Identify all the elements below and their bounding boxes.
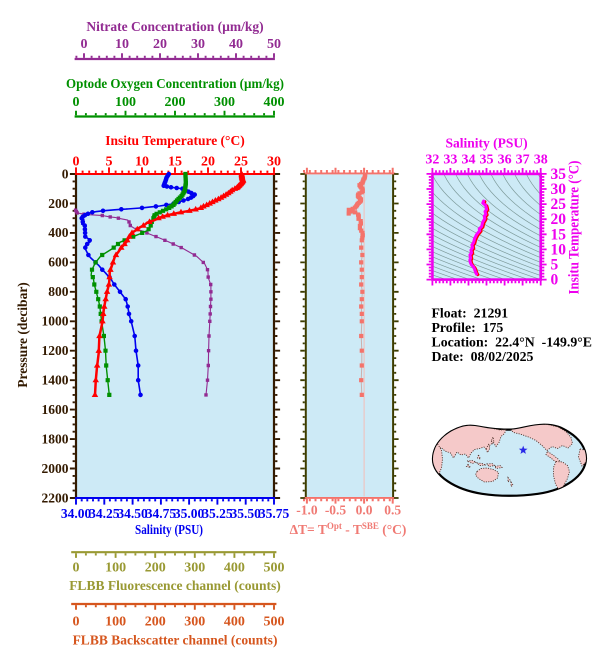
svg-text:35: 35	[480, 153, 494, 168]
svg-text:400: 400	[224, 615, 245, 630]
svg-text:20: 20	[201, 155, 215, 170]
svg-text:Nitrate Concentration (µm/kg): Nitrate Concentration (µm/kg)	[86, 19, 263, 34]
svg-text:-0.5: -0.5	[325, 503, 347, 518]
svg-text:30: 30	[191, 37, 205, 52]
svg-text:34.00: 34.00	[61, 506, 92, 521]
svg-text:Insitu Temperature (°C): Insitu Temperature (°C)	[105, 133, 244, 148]
svg-text:Location: 22.4°N -149.9°E: Location: 22.4°N -149.9°E	[432, 334, 593, 349]
svg-text:30: 30	[267, 155, 281, 170]
svg-text:1400: 1400	[42, 373, 69, 388]
svg-text:200: 200	[145, 561, 166, 576]
svg-text:0: 0	[81, 37, 88, 52]
svg-text:600: 600	[48, 255, 69, 270]
svg-text:Insitu Temperature (°C): Insitu Temperature (°C)	[567, 161, 583, 295]
svg-text:1600: 1600	[42, 402, 69, 417]
svg-text:200: 200	[145, 615, 166, 630]
svg-text:500: 500	[264, 615, 285, 630]
svg-text:5: 5	[551, 257, 559, 274]
svg-text:35.75: 35.75	[259, 506, 290, 521]
svg-text:-1.0: -1.0	[296, 503, 318, 518]
svg-text:Salinity (PSU): Salinity (PSU)	[446, 136, 528, 151]
svg-text:300: 300	[214, 95, 235, 110]
svg-text:300: 300	[184, 615, 205, 630]
svg-text:Float: 21291: Float: 21291	[432, 306, 509, 321]
svg-text:32: 32	[425, 153, 439, 168]
svg-text:0: 0	[62, 166, 69, 181]
svg-text:36: 36	[498, 153, 512, 168]
svg-text:1800: 1800	[42, 431, 69, 446]
svg-text:33: 33	[443, 153, 457, 168]
svg-text:400: 400	[264, 95, 285, 110]
svg-text:Salinity (PSU): Salinity (PSU)	[135, 522, 203, 537]
svg-text:400: 400	[48, 225, 69, 240]
svg-text:25: 25	[551, 196, 567, 213]
svg-text:Pressure (decibar): Pressure (decibar)	[15, 282, 30, 388]
svg-text:300: 300	[184, 561, 205, 576]
svg-text:2200: 2200	[42, 490, 69, 505]
svg-text:100: 100	[115, 95, 136, 110]
svg-text:20: 20	[153, 37, 167, 52]
svg-text:ΔT= TOpt - TSBE (°C): ΔT= TOpt - TSBE (°C)	[290, 521, 407, 537]
svg-text:0.5: 0.5	[384, 503, 401, 518]
svg-text:100: 100	[105, 561, 126, 576]
svg-text:400: 400	[224, 561, 245, 576]
svg-text:100: 100	[105, 615, 126, 630]
svg-text:30: 30	[551, 181, 567, 198]
svg-text:Optode Oxygen Concentration (µ: Optode Oxygen Concentration (µm/kg)	[66, 76, 284, 91]
svg-text:0: 0	[73, 561, 80, 576]
svg-text:15: 15	[551, 226, 567, 243]
svg-text:34.75: 34.75	[146, 506, 177, 521]
svg-text:FLBB Backscatter channel (coun: FLBB Backscatter channel (counts)	[73, 633, 278, 648]
svg-text:37: 37	[516, 153, 530, 168]
svg-text:800: 800	[48, 284, 69, 299]
svg-text:38: 38	[534, 153, 548, 168]
svg-text:Date: 08/02/2025: Date: 08/02/2025	[432, 349, 534, 364]
svg-text:10: 10	[115, 37, 129, 52]
svg-text:35.00: 35.00	[174, 506, 205, 521]
svg-text:5: 5	[106, 155, 113, 170]
svg-text:200: 200	[165, 95, 186, 110]
svg-text:500: 500	[264, 561, 285, 576]
svg-text:34.50: 34.50	[117, 506, 148, 521]
svg-text:35: 35	[551, 166, 567, 183]
svg-text:0: 0	[73, 95, 80, 110]
svg-text:15: 15	[168, 155, 182, 170]
svg-text:50: 50	[267, 37, 281, 52]
svg-text:35.50: 35.50	[231, 506, 262, 521]
svg-text:1200: 1200	[42, 343, 69, 358]
svg-text:0: 0	[73, 155, 80, 170]
svg-text:Profile: 175: Profile: 175	[432, 320, 504, 335]
svg-text:35.25: 35.25	[202, 506, 233, 521]
svg-text:25: 25	[234, 155, 248, 170]
svg-text:10: 10	[135, 155, 149, 170]
svg-text:34.25: 34.25	[89, 506, 120, 521]
svg-text:2000: 2000	[42, 461, 69, 476]
svg-text:0.0: 0.0	[356, 503, 373, 518]
svg-text:0: 0	[73, 615, 80, 630]
svg-text:0: 0	[551, 272, 559, 289]
svg-text:10: 10	[551, 241, 567, 258]
svg-text:1000: 1000	[42, 314, 69, 329]
svg-text:34: 34	[462, 153, 476, 168]
svg-text:FLBB Fluorescence channel (cou: FLBB Fluorescence channel (counts)	[69, 578, 281, 593]
svg-text:200: 200	[48, 196, 69, 211]
svg-text:40: 40	[229, 37, 243, 52]
svg-text:20: 20	[551, 211, 567, 228]
